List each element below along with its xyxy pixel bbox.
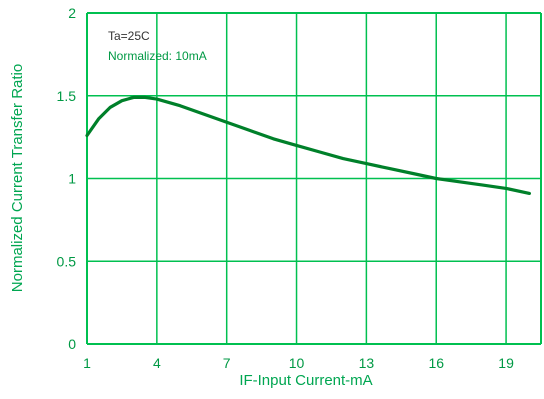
y-tick-label: 2 — [68, 5, 76, 21]
y-tick-label: 0 — [68, 336, 76, 352]
tick-layer: 0 0.5 1 1.5 2 1 4 7 10 13 16 19 — [57, 5, 515, 371]
x-axis-label: IF-Input Current-mA — [239, 372, 372, 389]
annotation-box: Ta=25C Normalized: 10mA — [108, 29, 207, 63]
y-tick-label: 0.5 — [57, 253, 77, 269]
x-tick-label: 13 — [359, 355, 375, 371]
y-tick-label: 1.5 — [57, 88, 77, 104]
x-tick-label: 4 — [153, 355, 161, 371]
x-tick-label: 7 — [223, 355, 231, 371]
x-tick-label: 1 — [83, 355, 91, 371]
series-line-ctr-curve — [85, 95, 532, 195]
x-tick-label: 10 — [289, 355, 305, 371]
y-tick-label: 1 — [68, 171, 76, 187]
x-tick-label: 16 — [428, 355, 444, 371]
annotation-temperature: Ta=25C — [108, 29, 150, 43]
grid-layer — [86, 12, 542, 345]
x-tick-label: 19 — [498, 355, 514, 371]
y-axis-label: Normalized Current Transfer Ratio — [9, 64, 26, 292]
annotation-normalized: Normalized: 10mA — [108, 49, 207, 63]
